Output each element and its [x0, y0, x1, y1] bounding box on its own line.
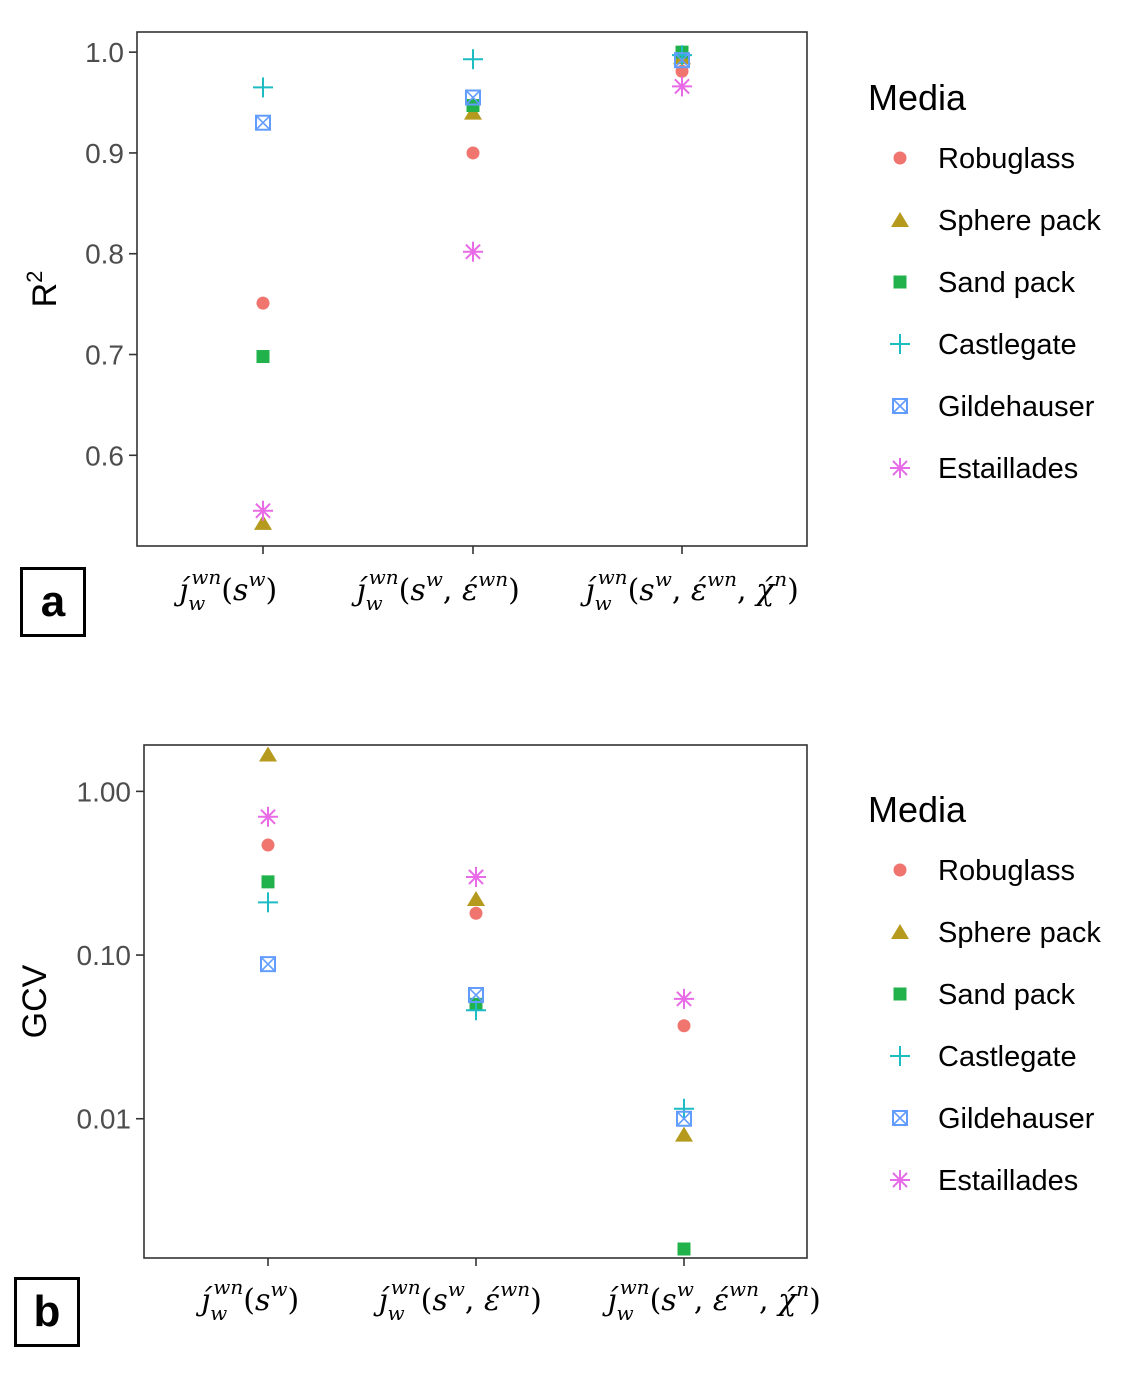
- series-estaillades: [253, 76, 692, 521]
- legend-title: Media: [868, 789, 967, 830]
- legend-key-estaillades: [890, 1170, 910, 1190]
- legend-label-estaillades: Estaillades: [938, 453, 1078, 485]
- legend-label-castlegate: Castlegate: [938, 329, 1077, 361]
- series-gildehauser: [260, 956, 692, 1127]
- y-tick-label: 0.10: [77, 940, 132, 971]
- point-sphere-pack: [675, 1126, 693, 1142]
- legend-key-sphere-pack: [891, 212, 909, 227]
- y-tick-label: 0.7: [85, 340, 124, 371]
- panel-label-a: a: [20, 567, 86, 637]
- legend-key-sphere-pack: [891, 924, 909, 939]
- x-tick-label: j́wwn(sw, έwn): [373, 1275, 542, 1325]
- legend-label-robuglass: Robuglass: [938, 143, 1075, 175]
- x-tick-label: j́wwn(sw, έwn, χ́n): [580, 565, 799, 615]
- panel-label-b: b: [14, 1277, 80, 1347]
- point-sand-pack: [466, 99, 480, 113]
- point-castlegate: [258, 892, 278, 913]
- y-tick-label: 0.9: [85, 138, 124, 169]
- point-sand-pack: [677, 1242, 691, 1256]
- y-tick-label: 0.01: [77, 1104, 132, 1135]
- point-gildehauser: [255, 114, 271, 131]
- y-tick-label: 0.8: [85, 239, 124, 270]
- series-sphere-pack: [259, 746, 693, 1142]
- point-gildehauser: [674, 52, 690, 69]
- point-robuglass: [466, 146, 480, 160]
- point-castlegate: [674, 1098, 694, 1119]
- legend-b: Media Robuglass Sphere pack Sand pack Castle…: [868, 789, 1101, 1197]
- point-robuglass: [469, 906, 483, 920]
- point-gildehauser: [465, 89, 481, 106]
- legend-label-castlegate: Castlegate: [938, 1041, 1077, 1073]
- point-estaillades: [258, 806, 278, 827]
- series-estaillades: [258, 806, 694, 1009]
- legend-label-sand-pack: Sand pack: [938, 267, 1076, 299]
- x-tick-label: j́wwn(sw): [174, 565, 277, 615]
- point-estaillades: [466, 866, 486, 887]
- legend-key-gildehauser: [892, 1110, 908, 1126]
- legend-key-gildehauser: [892, 398, 908, 414]
- point-gildehauser: [468, 987, 484, 1004]
- x-tick-label: j́wwn(sw, έwn, χ́n): [602, 1275, 821, 1325]
- legend-label-estaillades: Estaillades: [938, 1165, 1078, 1197]
- point-sphere-pack: [259, 746, 277, 762]
- point-estaillades: [674, 988, 694, 1009]
- point-sphere-pack: [467, 891, 485, 907]
- legend-a: Media Robuglass Sphere pack Sand pack Castle…: [868, 77, 1101, 485]
- point-estaillades: [253, 500, 273, 521]
- y-tick-label: 1.00: [77, 776, 132, 807]
- chart-panel-b: 0.01 0.10 1.00 j́wwn(sw) j́wwn(sw, έwn) j́ww…: [16, 744, 821, 1325]
- point-sand-pack: [261, 875, 275, 889]
- legend-title: Media: [868, 77, 967, 118]
- y-axis-title: R2: [22, 271, 64, 308]
- legend-key-castlegate: [890, 334, 910, 354]
- point-gildehauser: [260, 956, 276, 973]
- point-robuglass: [261, 838, 275, 852]
- y-tick-label: 1.0: [85, 37, 124, 68]
- point-robuglass: [677, 1019, 691, 1033]
- legend-key-sand-pack: [893, 275, 907, 289]
- legend-key-castlegate: [890, 1046, 910, 1066]
- series-castlegate: [258, 892, 694, 1119]
- legend-label-gildehauser: Gildehauser: [938, 391, 1095, 423]
- point-estaillades: [672, 76, 692, 97]
- y-axis-title: GCV: [16, 964, 54, 1038]
- legend-label-sand-pack: Sand pack: [938, 979, 1076, 1011]
- point-sand-pack: [256, 350, 270, 364]
- point-sphere-pack: [254, 514, 272, 530]
- x-tick-label: j́wwn(sw, έwn): [351, 565, 520, 615]
- point-castlegate: [463, 49, 483, 70]
- legend-key-estaillades: [890, 458, 910, 478]
- series-gildehauser: [255, 52, 690, 131]
- y-tick-label: 0.6: [85, 440, 124, 471]
- chart-panel-a: 0.6 0.7 0.8 0.9 1.0 j́wwn(sw) j́wwn(sw, έwn) j…: [22, 31, 808, 615]
- point-castlegate: [253, 77, 273, 98]
- point-robuglass: [256, 296, 270, 310]
- point-castlegate: [466, 1000, 486, 1021]
- series-robuglass: [261, 838, 691, 1033]
- legend-label-sphere-pack: Sphere pack: [938, 917, 1101, 949]
- legend-label-robuglass: Robuglass: [938, 855, 1075, 887]
- legend-key-sand-pack: [893, 987, 907, 1001]
- point-estaillades: [463, 241, 483, 262]
- legend-label-gildehauser: Gildehauser: [938, 1103, 1095, 1135]
- point-gildehauser: [676, 1110, 692, 1127]
- legend-label-sphere-pack: Sphere pack: [938, 205, 1101, 237]
- point-sphere-pack: [464, 104, 482, 120]
- x-tick-label: j́wwn(sw): [196, 1275, 299, 1325]
- legend-key-robuglass: [893, 863, 907, 877]
- legend-key-robuglass: [893, 151, 907, 165]
